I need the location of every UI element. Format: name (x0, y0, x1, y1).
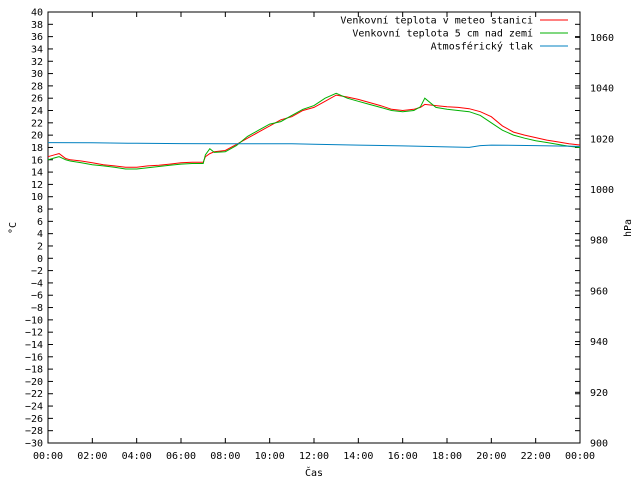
y-tick-label-left: −26 (25, 414, 43, 425)
y-tick-label-right: 920 (590, 388, 608, 399)
legend-label: Venkovní teplota 5 cm nad zemí (352, 28, 533, 40)
y-tick-label-left: −4 (31, 278, 43, 289)
y-tick-label-left: 16 (31, 155, 43, 166)
y-tick-label-left: 40 (31, 8, 43, 19)
y-tick-label-left: −12 (25, 328, 43, 339)
y-tick-label-left: 12 (31, 180, 43, 191)
y-tick-label-left: 26 (31, 94, 43, 105)
y-tick-label-left: −28 (25, 426, 43, 437)
y-axis-label-left: °C (8, 222, 19, 234)
x-tick-label: 22:00 (521, 451, 551, 462)
y-tick-label-right: 940 (590, 337, 608, 348)
y-tick-label-left: 0 (37, 254, 43, 265)
y-tick-label-left: 2 (37, 241, 43, 252)
y-tick-label-right: 980 (590, 236, 608, 247)
y-tick-label-left: −30 (25, 439, 43, 450)
y-tick-label-left: −8 (31, 303, 43, 314)
x-tick-label: 12:00 (299, 451, 329, 462)
y-tick-label-right: 1040 (590, 84, 614, 95)
y-tick-label-left: 6 (37, 217, 43, 228)
series-line-3 (47, 142, 581, 148)
x-tick-label: 02:00 (77, 451, 107, 462)
y-tick-label-right: 900 (590, 439, 608, 450)
y-tick-label-left: −18 (25, 365, 43, 376)
y-tick-label-left: 32 (31, 57, 43, 68)
left-axis-ticks: −30−28−26−24−22−20−18−16−14−12−10−8−6−4−… (25, 8, 580, 450)
legend-label: Atmosférický tlak (431, 41, 533, 53)
x-axis-label: Čas (305, 466, 323, 479)
x-tick-label: 20:00 (476, 451, 506, 462)
x-tick-label: 14:00 (343, 451, 373, 462)
y-tick-label-left: −22 (25, 389, 43, 400)
x-axis-ticks: 00:00 02:00 04:00 06:00 08:00 10:00 12:00 14:00… (33, 12, 595, 462)
y-tick-label-left: 28 (31, 81, 43, 92)
series-lines (47, 92, 581, 170)
y-tick-label-left: −10 (25, 315, 43, 326)
y-tick-label-left: −24 (25, 402, 43, 413)
y-tick-label-left: −6 (31, 291, 43, 302)
y-tick-label-left: 30 (31, 69, 43, 80)
series-line-1 (47, 94, 581, 168)
y-tick-label-right: 1020 (590, 134, 614, 145)
x-tick-label: 08:00 (210, 451, 240, 462)
y-tick-label-left: 38 (31, 20, 43, 31)
y-axis-label-right: hPa (623, 219, 634, 237)
x-tick-label: 16:00 (388, 451, 418, 462)
y-tick-label-right: 1000 (590, 185, 614, 196)
y-tick-label-left: 34 (31, 44, 43, 55)
y-tick-label-left: 4 (37, 229, 43, 240)
y-tick-label-left: 22 (31, 118, 43, 129)
y-tick-label-right: 960 (590, 286, 608, 297)
x-tick-label: 00:00 (565, 451, 595, 462)
legend: Venkovní teplota v meteo staniciVenkovní… (340, 15, 568, 53)
x-tick-label: 04:00 (122, 451, 152, 462)
y-tick-label-left: 36 (31, 32, 43, 43)
right-axis-ticks: 900 920 940 960 980 1000 1020 1040 1060 (575, 33, 614, 450)
y-tick-label-left: 20 (31, 131, 43, 142)
series-line-2 (47, 92, 581, 170)
x-tick-label: 06:00 (166, 451, 196, 462)
legend-label: Venkovní teplota v meteo stanici (340, 15, 533, 27)
y-tick-label-left: −20 (25, 377, 43, 388)
x-tick-label: 18:00 (432, 451, 462, 462)
y-tick-label-left: 24 (31, 106, 43, 117)
y-tick-label-left: 10 (31, 192, 43, 203)
y-tick-label-left: −14 (25, 340, 43, 351)
y-tick-label-left: 18 (31, 143, 43, 154)
y-tick-label-right: 1060 (590, 33, 614, 44)
x-tick-label: 00:00 (33, 451, 63, 462)
x-tick-label: 10:00 (255, 451, 285, 462)
y-tick-label-left: 14 (31, 168, 43, 179)
y-tick-label-left: 8 (37, 205, 43, 216)
plot-frame (47, 11, 581, 444)
y-tick-label-left: −16 (25, 352, 43, 363)
y-tick-label-left: −2 (31, 266, 43, 277)
